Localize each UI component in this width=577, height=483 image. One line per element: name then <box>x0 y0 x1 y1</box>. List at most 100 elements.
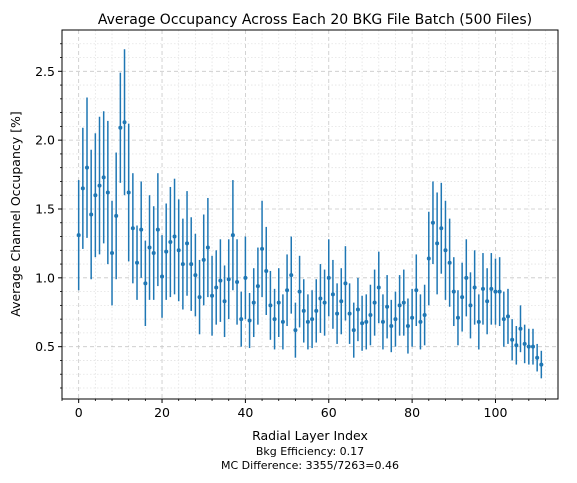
data-point <box>473 285 477 289</box>
y-tick-label: 2.5 <box>35 64 55 79</box>
data-point <box>410 316 414 320</box>
data-point <box>273 317 277 321</box>
data-point <box>443 248 447 252</box>
x-tick-label: 40 <box>237 405 253 420</box>
data-point <box>489 287 493 291</box>
data-point <box>223 299 227 303</box>
data-point <box>89 213 93 217</box>
data-point <box>102 175 106 179</box>
data-point <box>356 308 360 312</box>
data-point <box>302 309 306 313</box>
data-point <box>393 317 397 321</box>
x-axis-label: Radial Layer Index <box>252 428 368 443</box>
data-point <box>448 261 452 265</box>
y-axis-ticks: 0.5 1.0 1.5 2.0 2.5 <box>35 44 62 388</box>
data-point <box>293 328 297 332</box>
data-point <box>314 309 318 313</box>
data-point <box>385 305 389 309</box>
data-point <box>439 226 443 230</box>
data-point <box>118 126 122 130</box>
data-point <box>156 228 160 232</box>
data-point <box>152 251 156 255</box>
data-point <box>335 312 339 316</box>
data-point <box>381 320 385 324</box>
data-point <box>264 269 268 273</box>
data-point <box>239 317 243 321</box>
data-point <box>218 279 222 283</box>
x-tick-label: 60 <box>321 405 337 420</box>
data-point <box>452 290 456 294</box>
data-point <box>360 321 364 325</box>
data-point <box>106 190 110 194</box>
data-point <box>414 288 418 292</box>
data-point <box>227 277 231 281</box>
data-point <box>277 301 281 305</box>
data-point <box>131 226 135 230</box>
grid <box>62 30 558 399</box>
y-tick-label: 0.5 <box>35 339 55 354</box>
data-point <box>231 233 235 237</box>
data-point <box>485 299 489 303</box>
x-axis-ticks: 0 20 40 60 80 100 <box>62 399 545 420</box>
data-point <box>260 247 264 251</box>
data-point <box>539 363 543 367</box>
data-point <box>406 324 410 328</box>
data-point <box>510 338 514 342</box>
data-point <box>318 296 322 300</box>
data-point <box>531 345 535 349</box>
data-point <box>177 248 181 252</box>
data-point <box>418 320 422 324</box>
data-point <box>460 295 464 299</box>
y-tick-label: 1.0 <box>35 270 55 285</box>
data-point <box>181 262 185 266</box>
data-point <box>289 273 293 277</box>
data-point <box>114 214 118 218</box>
data-point <box>164 250 168 254</box>
annotation-mc-difference: MC Difference: 3355/7263=0.46 <box>221 459 399 472</box>
data-point <box>389 324 393 328</box>
data-point <box>427 257 431 261</box>
data-point <box>435 241 439 245</box>
data-point <box>285 288 289 292</box>
data-point <box>160 274 164 278</box>
data-point <box>248 319 252 323</box>
data-point <box>493 290 497 294</box>
data-point <box>502 317 506 321</box>
data-point <box>514 343 518 347</box>
x-tick-label: 0 <box>75 405 83 420</box>
data-point <box>327 276 331 280</box>
data-point <box>368 313 372 317</box>
data-point <box>77 233 81 237</box>
data-point <box>456 316 460 320</box>
data-point <box>527 345 531 349</box>
data-point <box>281 320 285 324</box>
y-axis-label: Average Channel Occupancy [%] <box>8 111 23 317</box>
annotation-bkg-efficiency: Bkg Efficiency: 0.17 <box>256 445 364 458</box>
data-point <box>518 327 522 331</box>
chart-title: Average Occupancy Across Each 20 BKG Fil… <box>98 12 532 28</box>
data-point <box>468 303 472 307</box>
data-point <box>98 184 102 188</box>
data-point <box>323 301 327 305</box>
data-point <box>206 246 210 250</box>
data-point <box>423 313 427 317</box>
data-point <box>352 328 356 332</box>
x-tick-label: 20 <box>154 405 170 420</box>
data-point <box>477 320 481 324</box>
data-point <box>148 246 152 250</box>
x-tick-label: 80 <box>404 405 420 420</box>
data-point <box>339 299 343 303</box>
y-tick-label: 1.5 <box>35 201 55 216</box>
data-point <box>306 320 310 324</box>
data-point <box>143 281 147 285</box>
data-point <box>252 301 256 305</box>
data-point <box>464 276 468 280</box>
data-point <box>331 292 335 296</box>
data-point <box>198 295 202 299</box>
x-tick-label: 100 <box>484 405 508 420</box>
data-point <box>85 166 89 170</box>
data-point <box>214 285 218 289</box>
data-point <box>348 312 352 316</box>
data-point <box>235 280 239 284</box>
data-point <box>377 285 381 289</box>
